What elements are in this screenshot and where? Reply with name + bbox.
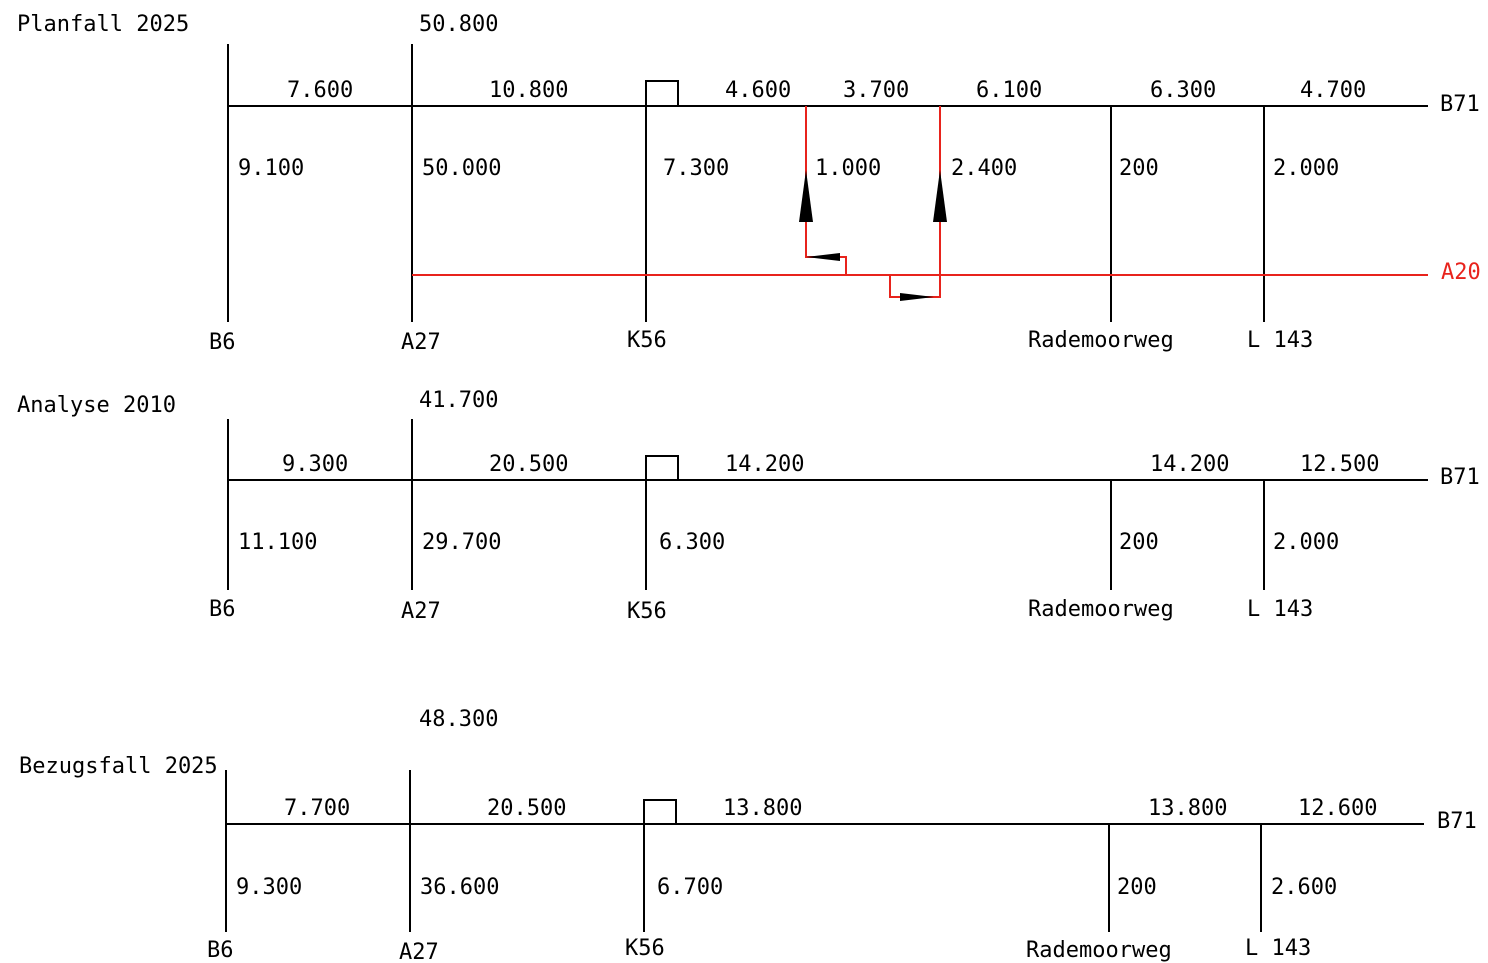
road-name-k56: K56 bbox=[625, 936, 665, 961]
arrow-right-icon bbox=[900, 293, 934, 301]
branch-value-rademoorweg: 200 bbox=[1119, 530, 1159, 555]
road-name-b6: B6 bbox=[209, 597, 236, 622]
diagram-planfall-2025: Planfall 2025 50.800 B71 7.600 10.800 4.… bbox=[17, 12, 1481, 355]
branch-value-k56: 6.700 bbox=[657, 875, 723, 900]
road-name-b6: B6 bbox=[207, 938, 234, 963]
connector-value: 1.000 bbox=[815, 156, 881, 181]
segment-value: 7.600 bbox=[287, 78, 353, 103]
segment-value: 12.500 bbox=[1300, 452, 1379, 477]
road-name-a27: A27 bbox=[401, 599, 441, 624]
road-name-l143: L 143 bbox=[1247, 328, 1313, 353]
branch-value-l143: 2.000 bbox=[1273, 156, 1339, 181]
branch-value-k56: 6.300 bbox=[659, 530, 725, 555]
segment-value: 4.700 bbox=[1300, 78, 1366, 103]
diagram-title: Bezugsfall 2025 bbox=[19, 754, 218, 779]
branch-value-a27: 36.600 bbox=[420, 875, 499, 900]
a27-north-value: 48.300 bbox=[419, 707, 498, 732]
segment-value: 20.500 bbox=[489, 452, 568, 477]
a20-label: A20 bbox=[1441, 260, 1481, 285]
segment-value: 6.300 bbox=[1150, 78, 1216, 103]
segment-value: 6.100 bbox=[976, 78, 1042, 103]
b71-label: B71 bbox=[1440, 92, 1480, 117]
branch-value-l143: 2.000 bbox=[1273, 530, 1339, 555]
diagram-bezugsfall-2025: Bezugsfall 2025 48.300 B71 7.700 20.500 … bbox=[19, 707, 1477, 963]
road-name-a27: A27 bbox=[399, 940, 439, 963]
branch-value-rademoorweg: 200 bbox=[1117, 875, 1157, 900]
segment-value: 14.200 bbox=[725, 452, 804, 477]
ramp-west bbox=[805, 106, 847, 275]
segment-value: 3.700 bbox=[843, 78, 909, 103]
road-name-rademoorweg: Rademoorweg bbox=[1028, 328, 1174, 353]
b71-label: B71 bbox=[1440, 465, 1480, 490]
branch-value-a27: 50.000 bbox=[422, 156, 501, 181]
road-name-rademoorweg: Rademoorweg bbox=[1026, 938, 1172, 963]
a27-north-value: 41.700 bbox=[419, 388, 498, 413]
road-name-b6: B6 bbox=[209, 330, 236, 355]
arrow-up-icon bbox=[933, 170, 947, 222]
b71-label: B71 bbox=[1437, 809, 1477, 834]
branch-value-rademoorweg: 200 bbox=[1119, 156, 1159, 181]
segment-value: 10.800 bbox=[489, 78, 568, 103]
bridge-symbol bbox=[645, 455, 679, 480]
road-name-l143: L 143 bbox=[1245, 936, 1311, 961]
diagram-title: Planfall 2025 bbox=[17, 12, 189, 37]
diagram-title: Analyse 2010 bbox=[17, 393, 176, 418]
ramp-east bbox=[889, 106, 941, 298]
road-name-rademoorweg: Rademoorweg bbox=[1028, 597, 1174, 622]
road-name-k56: K56 bbox=[627, 328, 667, 353]
arrow-up-icon bbox=[799, 170, 813, 222]
branch-value-k56: 7.300 bbox=[663, 156, 729, 181]
segment-value: 12.600 bbox=[1298, 796, 1377, 821]
branch-value-b6: 9.300 bbox=[236, 875, 302, 900]
segment-value: 9.300 bbox=[282, 452, 348, 477]
road-name-k56: K56 bbox=[627, 599, 667, 624]
segment-value: 4.600 bbox=[725, 78, 791, 103]
bridge-symbol bbox=[643, 799, 677, 824]
segment-value: 14.200 bbox=[1150, 452, 1229, 477]
segment-value: 7.700 bbox=[284, 796, 350, 821]
branch-value-b6: 11.100 bbox=[238, 530, 317, 555]
bridge-symbol bbox=[645, 80, 679, 106]
branch-value-b6: 9.100 bbox=[238, 156, 304, 181]
connector-value: 2.400 bbox=[951, 156, 1017, 181]
a27-north-value: 50.800 bbox=[419, 12, 498, 37]
diagram-analyse-2010: Analyse 2010 41.700 B71 9.300 20.500 14.… bbox=[17, 388, 1480, 624]
segment-value: 13.800 bbox=[723, 796, 802, 821]
branch-value-l143: 2.600 bbox=[1271, 875, 1337, 900]
road-name-a27: A27 bbox=[401, 330, 441, 355]
segment-value: 20.500 bbox=[487, 796, 566, 821]
segment-value: 13.800 bbox=[1148, 796, 1227, 821]
arrow-left-icon bbox=[806, 253, 840, 261]
branch-value-a27: 29.700 bbox=[422, 530, 501, 555]
road-name-l143: L 143 bbox=[1247, 597, 1313, 622]
